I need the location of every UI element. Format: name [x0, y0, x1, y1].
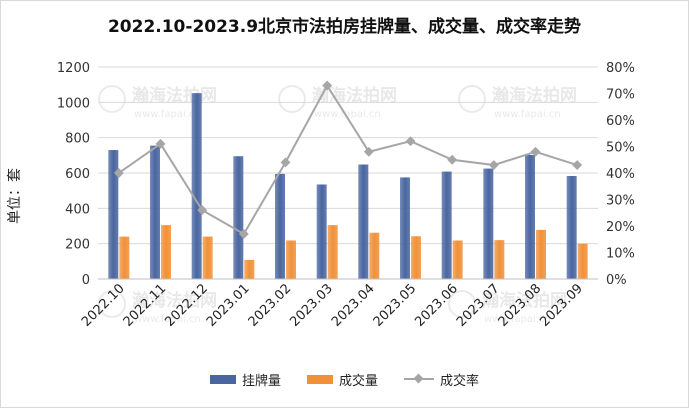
watermark: 瀚海法拍网 www.fapai.cn — [278, 85, 397, 120]
deal-bar — [286, 240, 296, 279]
listing-bar — [566, 176, 577, 279]
rate-point — [405, 136, 416, 147]
deal-bar — [411, 236, 421, 279]
watermark-seal — [278, 85, 306, 113]
legend-swatch-rate — [404, 374, 434, 384]
y2-tick-label: 70% — [606, 88, 635, 103]
watermark-seal — [98, 290, 126, 318]
deal-bar — [369, 232, 380, 279]
watermark-text: 瀚海法拍网 — [481, 290, 567, 311]
y2-tick-label: 60% — [606, 114, 635, 129]
watermark-text: 瀚海法拍网 — [131, 290, 217, 311]
y-tick-label: 0 — [82, 273, 90, 288]
rate-point — [447, 154, 458, 165]
listing-bar — [150, 145, 160, 279]
watermark-seal — [448, 290, 476, 318]
deal-bar — [577, 243, 588, 279]
y-tick-label: 1000 — [57, 96, 90, 111]
listing-bar — [108, 150, 119, 279]
y2-tick-label: 20% — [606, 220, 635, 235]
legend-label-listing: 挂牌量 — [241, 373, 281, 389]
deal-bar — [536, 229, 546, 279]
watermark-url: www.fapai.cn — [134, 314, 201, 325]
rate-point — [280, 157, 291, 168]
listing-bar — [483, 168, 494, 279]
watermark: 瀚海法拍网 www.fapai.cn — [448, 290, 567, 325]
watermark: 瀚海法拍网 www.fapai.cn — [458, 85, 577, 120]
listing-bar — [400, 177, 410, 279]
legend-item-deals: 成交量 — [306, 370, 378, 389]
y-tick-label: 200 — [65, 238, 90, 253]
deal-bar — [161, 225, 171, 279]
legend-swatch-listing — [209, 374, 236, 384]
listing-bar — [441, 171, 452, 279]
legend-label-deals: 成交量 — [338, 373, 378, 389]
listing-bar — [316, 184, 327, 279]
rate-point — [488, 160, 499, 170]
deal-bar — [119, 236, 130, 279]
watermark-seal — [458, 85, 486, 113]
watermark-url: www.fapai.cn — [484, 314, 551, 325]
x-tick-label: 2023.03 — [287, 281, 336, 330]
y2-tick-label: 0% — [606, 273, 627, 288]
x-tick-label: 2023.06 — [412, 281, 461, 330]
rate-line — [113, 80, 583, 239]
watermarks: 瀚海法拍网 www.fapai.cn 瀚海法拍网 www.fapai.cn 瀚海法拍网 w… — [98, 85, 577, 325]
x-tick-label: 2022.10 — [79, 281, 128, 330]
y2-tick-label: 30% — [606, 194, 635, 209]
legend-label-rate: 成交率 — [440, 373, 480, 389]
rate-point — [155, 138, 166, 149]
rate-point — [530, 146, 541, 157]
listing-bar — [275, 173, 285, 279]
deal-bar — [494, 240, 505, 279]
watermark: 瀚海法拍网 www.fapai.cn — [98, 290, 217, 325]
deal-bar — [327, 225, 338, 279]
deal-bar — [452, 240, 463, 279]
watermark-seal — [98, 85, 126, 113]
watermark-url: www.fapai.cn — [494, 109, 561, 120]
y-tick-label: 1200 — [57, 61, 90, 76]
rate-point — [113, 168, 124, 178]
deal-bar — [202, 236, 213, 279]
y-tick-label: 800 — [65, 132, 90, 147]
legend-swatch-deals — [306, 374, 333, 384]
y2-tick-label: 40% — [606, 167, 635, 182]
y2-tick-label: 80% — [606, 61, 635, 76]
x-tick-label: 2023.04 — [329, 281, 378, 330]
y-tick-label: 400 — [65, 202, 90, 217]
rate-point — [197, 205, 208, 216]
watermark-url: www.fapai.cn — [134, 109, 201, 120]
listing-bar — [191, 93, 202, 279]
chart-title: 2022.10-2023.9北京市法拍房挂牌量、成交量、成交率走势 — [107, 17, 582, 37]
deal-bar — [244, 259, 255, 279]
watermark-text: 瀚海法拍网 — [311, 85, 397, 106]
legend-item-rate: 成交率 — [404, 370, 479, 389]
watermark-text: 瀚海法拍网 — [491, 85, 577, 106]
rate-point — [572, 160, 583, 170]
listing-bar — [233, 156, 244, 279]
watermark-text: 瀚海法拍网 — [131, 85, 217, 106]
y2-tick-label: 10% — [606, 247, 635, 262]
legend-item-listing: 挂牌量 — [209, 370, 281, 389]
watermark-url: www.fapai.cn — [314, 109, 381, 120]
legend: 挂牌量 成交量 成交率 — [0, 369, 689, 389]
y2-tick-label: 50% — [606, 141, 635, 156]
y-tick-label: 600 — [65, 167, 90, 182]
x-tick-label: 2023.02 — [246, 281, 295, 330]
listing-bar — [525, 154, 535, 279]
x-tick-label: 2023.05 — [371, 281, 420, 330]
rate-point — [238, 229, 249, 239]
listing-bar — [358, 164, 369, 279]
rate-polyline — [118, 83, 578, 236]
rate-point — [363, 146, 374, 157]
bars — [108, 93, 588, 279]
